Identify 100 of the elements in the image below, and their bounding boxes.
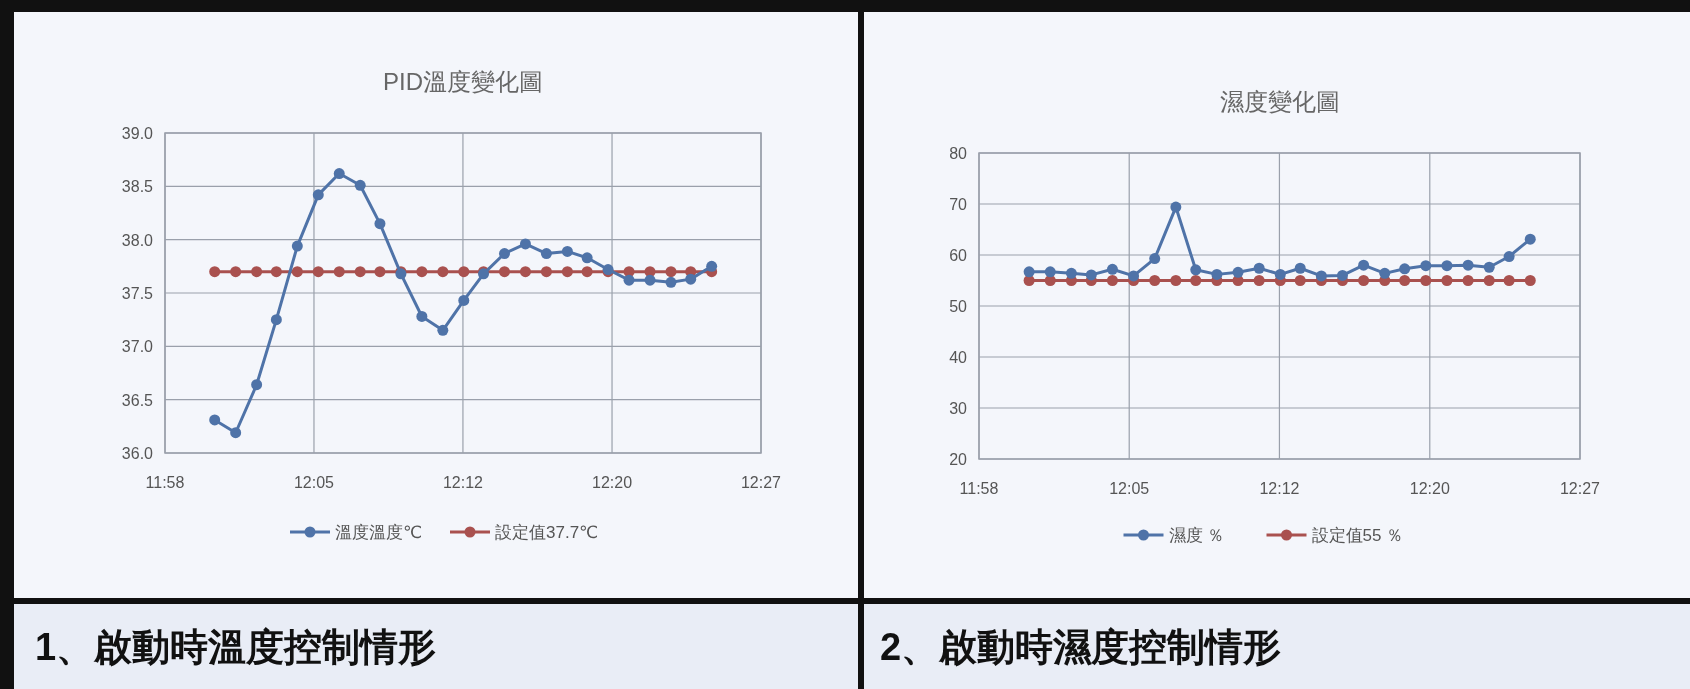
- point: [581, 266, 593, 278]
- point: [374, 218, 386, 230]
- point: [270, 266, 282, 278]
- point: [1065, 267, 1077, 279]
- legend-label: 設定值37.7℃: [495, 523, 599, 542]
- point: [1524, 233, 1536, 245]
- point: [623, 274, 635, 286]
- x-tick-label: 12:05: [293, 474, 335, 491]
- legend-label: 設定值55 ％: [1311, 526, 1404, 545]
- point: [1294, 275, 1306, 286]
- point: [374, 266, 386, 278]
- y-tick-label: 20: [949, 451, 968, 468]
- y-tick-label: 37.5: [121, 285, 154, 302]
- chart-title: 濕度變化圖: [1219, 88, 1340, 115]
- y-tick-label: 30: [949, 400, 968, 417]
- point: [1483, 261, 1495, 273]
- text: 2、啟動時濕度控制情形: [880, 626, 1282, 668]
- point: [540, 248, 552, 260]
- point: [1294, 262, 1306, 274]
- point: [1044, 266, 1056, 278]
- point: [1128, 270, 1140, 282]
- point: [230, 427, 242, 439]
- point: [1420, 260, 1432, 272]
- point: [437, 324, 449, 336]
- point: [251, 379, 263, 391]
- point: [270, 314, 282, 326]
- y-tick-label: 36.0: [121, 445, 154, 462]
- x-tick-label: 12:05: [1109, 480, 1150, 497]
- point: [1149, 275, 1161, 286]
- point: [644, 274, 656, 286]
- point: [1023, 266, 1035, 278]
- point: [581, 252, 593, 264]
- point: [1441, 275, 1453, 286]
- point: [209, 266, 221, 278]
- x-tick-label: 12:27: [740, 474, 782, 491]
- point: [1441, 260, 1453, 272]
- point: [499, 248, 510, 260]
- point: [1274, 268, 1286, 280]
- point: [499, 266, 510, 278]
- point: [685, 273, 697, 285]
- point: [1085, 269, 1097, 281]
- x-tick-label: 12:12: [1259, 480, 1300, 497]
- point: [1336, 269, 1348, 281]
- point: [1232, 266, 1244, 278]
- point: [1149, 253, 1161, 265]
- y-tick-label: 38.0: [121, 231, 154, 249]
- y-tick-label: 39.0: [121, 125, 154, 142]
- point: [1190, 264, 1202, 276]
- y-tick-label: 60: [949, 247, 968, 264]
- point: [1315, 270, 1327, 282]
- point: [561, 266, 573, 278]
- point: [665, 266, 677, 278]
- point: [209, 414, 221, 426]
- y-tick-label: 70: [949, 196, 968, 213]
- x-tick-label: 11:58: [145, 474, 185, 491]
- point: [1503, 251, 1515, 263]
- y-tick-label: 40: [949, 349, 968, 366]
- point: [333, 266, 345, 278]
- x-tick-label: 12:20: [1409, 480, 1450, 497]
- point: [354, 266, 366, 278]
- point: [1358, 275, 1370, 286]
- point: [312, 189, 324, 201]
- point: [665, 276, 677, 288]
- y-tick-label: 50: [949, 298, 968, 315]
- point: [1190, 275, 1202, 286]
- point: [519, 266, 531, 278]
- y-tick-label: 37.0: [121, 338, 154, 356]
- x-tick-label: 12:20: [592, 474, 633, 491]
- point: [333, 168, 345, 180]
- point: [1420, 275, 1432, 286]
- point: [519, 238, 531, 250]
- y-tick-label: 36.5: [121, 391, 154, 409]
- x-tick-label: 11:58: [959, 480, 999, 497]
- x-tick-label: 12:12: [442, 474, 484, 491]
- point: [1462, 275, 1474, 286]
- point: [416, 266, 428, 278]
- point: [1483, 275, 1495, 286]
- point: [1462, 259, 1474, 271]
- point: [561, 245, 573, 257]
- point: [1211, 268, 1223, 280]
- point: [1170, 275, 1182, 286]
- point: [291, 266, 303, 278]
- point: [1170, 201, 1182, 213]
- legend-label: 溫度溫度℃: [335, 523, 423, 542]
- point: [1106, 263, 1118, 275]
- point: [354, 179, 366, 191]
- point: [458, 294, 470, 306]
- y-tick-label: 80: [949, 145, 968, 162]
- point: [458, 266, 470, 278]
- point: [312, 266, 324, 278]
- point: [1379, 267, 1391, 279]
- point: [1399, 263, 1411, 275]
- point: [1253, 275, 1265, 286]
- point: [230, 266, 242, 278]
- point: [1399, 275, 1411, 286]
- point: [291, 240, 303, 252]
- point: [1106, 275, 1118, 286]
- point: [706, 260, 718, 272]
- point: [1524, 275, 1536, 286]
- point: [437, 266, 449, 278]
